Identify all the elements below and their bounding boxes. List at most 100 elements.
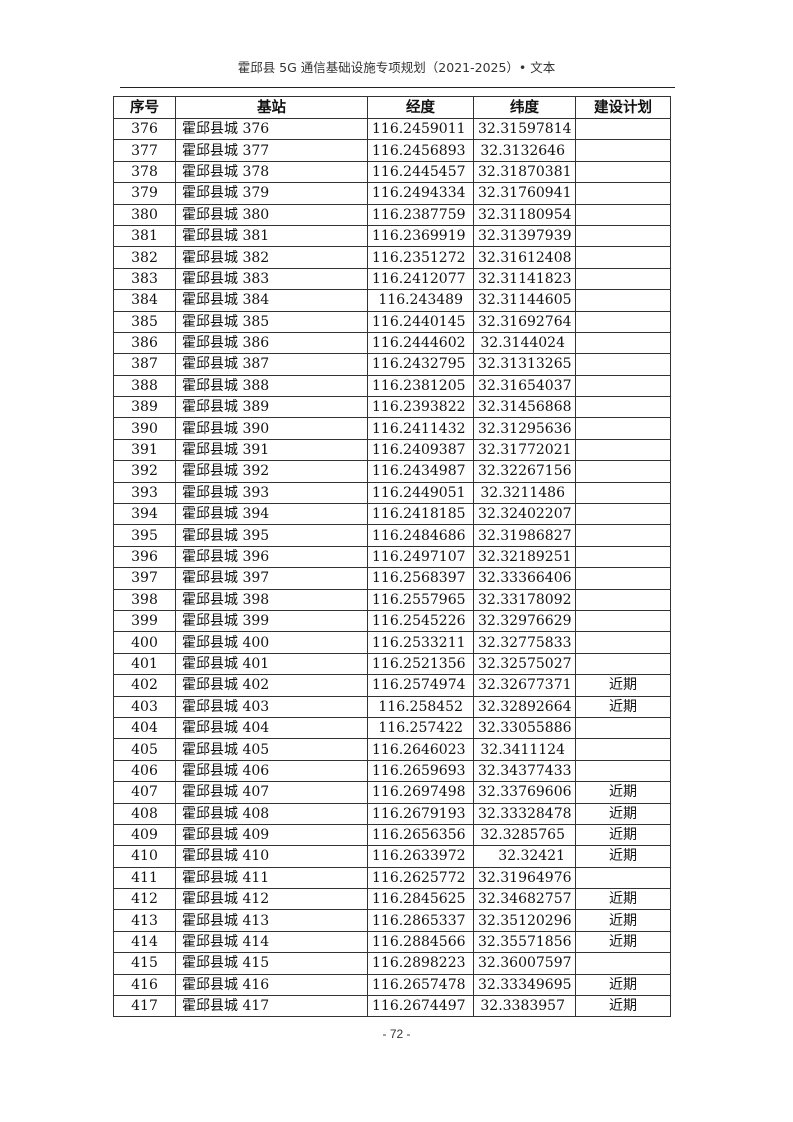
cell-latitude: 32.35571856 — [473, 930, 576, 954]
cell-index: 404 — [113, 716, 176, 740]
cell-plan — [575, 716, 671, 740]
table-row: 393 霍邱县城 393 116.2449051 32.3211486 — [113, 481, 671, 505]
cell-latitude: 32.3411124 — [473, 738, 576, 761]
cell-plan — [575, 759, 671, 783]
table-row: 415 霍邱县城 415 116.2898223 32.36007597 — [113, 952, 671, 975]
cell-station: 霍邱县城 416 — [175, 973, 368, 997]
cell-plan: 近期 — [575, 674, 671, 697]
cell-plan — [575, 374, 671, 398]
cell-index: 412 — [113, 888, 176, 911]
cell-station: 霍邱县城 405 — [175, 738, 368, 761]
cell-index: 386 — [113, 331, 176, 355]
table-row: 388 霍邱县城 388 116.2381205 32.31654037 — [113, 374, 671, 398]
cell-index: 389 — [113, 396, 176, 419]
cell-longitude: 116.2625772 — [367, 866, 474, 890]
cell-station: 霍邱县城 380 — [175, 203, 368, 226]
cell-longitude: 116.2434987 — [367, 460, 474, 483]
cell-latitude: 32.32402207 — [473, 503, 576, 526]
cell-latitude: 32.31870381 — [473, 160, 576, 184]
cell-index: 415 — [113, 952, 176, 975]
cell-longitude: 116.2633972 — [367, 845, 474, 868]
table-row: 417 霍邱县城 417 116.2674497 32.3383957 近期 — [113, 995, 671, 1018]
cell-station: 霍邱县城 396 — [175, 545, 368, 569]
cell-longitude: 116.2656356 — [367, 823, 474, 847]
cell-plan — [575, 609, 671, 633]
table-row: 376 霍邱县城 376 116.2459011 32.31597814 — [113, 117, 671, 141]
cell-latitude: 32.31760941 — [473, 182, 576, 205]
cell-longitude: 116.2440145 — [367, 310, 474, 333]
cell-latitude: 32.34682757 — [473, 888, 576, 911]
cell-latitude: 32.33769606 — [473, 781, 576, 804]
cell-longitude: 116.257422 — [367, 716, 474, 740]
cell-latitude: 32.3144024 — [473, 331, 576, 355]
cell-latitude: 32.33178092 — [473, 588, 576, 611]
table-row: 380 霍邱县城 380 116.2387759 32.31180954 — [113, 203, 671, 226]
cell-longitude: 116.2444602 — [367, 331, 474, 355]
cell-station: 霍邱县城 378 — [175, 160, 368, 184]
cell-latitude: 32.34377433 — [473, 759, 576, 783]
cell-longitude: 116.2568397 — [367, 567, 474, 590]
cell-index: 385 — [113, 310, 176, 333]
cell-station: 霍邱县城 393 — [175, 481, 368, 505]
table-row: 383 霍邱县城 383 116.2412077 32.31141823 — [113, 267, 671, 291]
cell-index: 401 — [113, 652, 176, 676]
cell-index: 414 — [113, 930, 176, 954]
cell-station: 霍邱县城 411 — [175, 866, 368, 890]
cell-index: 383 — [113, 267, 176, 291]
cell-longitude: 116.2898223 — [367, 952, 474, 975]
cell-index: 402 — [113, 674, 176, 697]
table-row: 385 霍邱县城 385 116.2440145 32.31692764 — [113, 310, 671, 333]
cell-index: 416 — [113, 973, 176, 997]
table-row: 411 霍邱县城 411 116.2625772 32.31964976 — [113, 866, 671, 890]
cell-longitude: 116.2369919 — [367, 224, 474, 248]
cell-index: 391 — [113, 438, 176, 462]
cell-station: 霍邱县城 391 — [175, 438, 368, 462]
cell-station: 霍邱县城 385 — [175, 310, 368, 333]
cell-station: 霍邱县城 382 — [175, 246, 368, 269]
cell-longitude: 116.2674497 — [367, 995, 474, 1018]
cell-station: 霍邱县城 387 — [175, 353, 368, 376]
cell-latitude: 32.31654037 — [473, 374, 576, 398]
cell-index: 400 — [113, 631, 176, 654]
cell-plan — [575, 310, 671, 333]
cell-longitude: 116.2533211 — [367, 631, 474, 654]
table-row: 396 霍邱县城 396 116.2497107 32.32189251 — [113, 545, 671, 569]
cell-plan: 近期 — [575, 802, 671, 825]
cell-longitude: 116.2697498 — [367, 781, 474, 804]
table-row: 406 霍邱县城 406 116.2659693 32.34377433 — [113, 759, 671, 783]
cell-index: 410 — [113, 845, 176, 868]
cell-latitude: 32.32976629 — [473, 609, 576, 633]
cell-plan — [575, 289, 671, 312]
cell-station: 霍邱县城 386 — [175, 331, 368, 355]
cell-index: 393 — [113, 481, 176, 505]
cell-plan: 近期 — [575, 781, 671, 804]
cell-latitude: 32.31597814 — [473, 117, 576, 141]
cell-index: 379 — [113, 182, 176, 205]
cell-longitude: 116.2393822 — [367, 396, 474, 419]
cell-latitude: 32.3132646 — [473, 139, 576, 162]
table-row: 386 霍邱县城 386 116.2444602 32.3144024 — [113, 331, 671, 355]
cell-longitude: 116.2679193 — [367, 802, 474, 825]
cell-station: 霍邱县城 389 — [175, 396, 368, 419]
cell-latitude: 32.31986827 — [473, 524, 576, 547]
cell-plan — [575, 438, 671, 462]
cell-plan — [575, 481, 671, 505]
cell-plan — [575, 417, 671, 440]
cell-longitude: 116.2381205 — [367, 374, 474, 398]
cell-plan — [575, 652, 671, 676]
cell-plan: 近期 — [575, 695, 671, 718]
cell-latitude: 32.31692764 — [473, 310, 576, 333]
cell-longitude: 116.2865337 — [367, 909, 474, 932]
cell-longitude: 116.2418185 — [367, 503, 474, 526]
table-row: 403 霍邱县城 403 116.258452 32.32892664 近期 — [113, 695, 671, 718]
table-row: 401 霍邱县城 401 116.2521356 32.32575027 — [113, 652, 671, 676]
cell-latitude: 32.32421 — [473, 845, 576, 868]
cell-index: 378 — [113, 160, 176, 184]
col-header-station: 基站 — [175, 96, 368, 119]
cell-plan — [575, 503, 671, 526]
cell-latitude: 32.31295636 — [473, 417, 576, 440]
cell-latitude: 32.31456868 — [473, 396, 576, 419]
cell-station: 霍邱县城 414 — [175, 930, 368, 954]
cell-longitude: 116.2557965 — [367, 588, 474, 611]
page-number: - 72 - — [382, 1027, 411, 1041]
